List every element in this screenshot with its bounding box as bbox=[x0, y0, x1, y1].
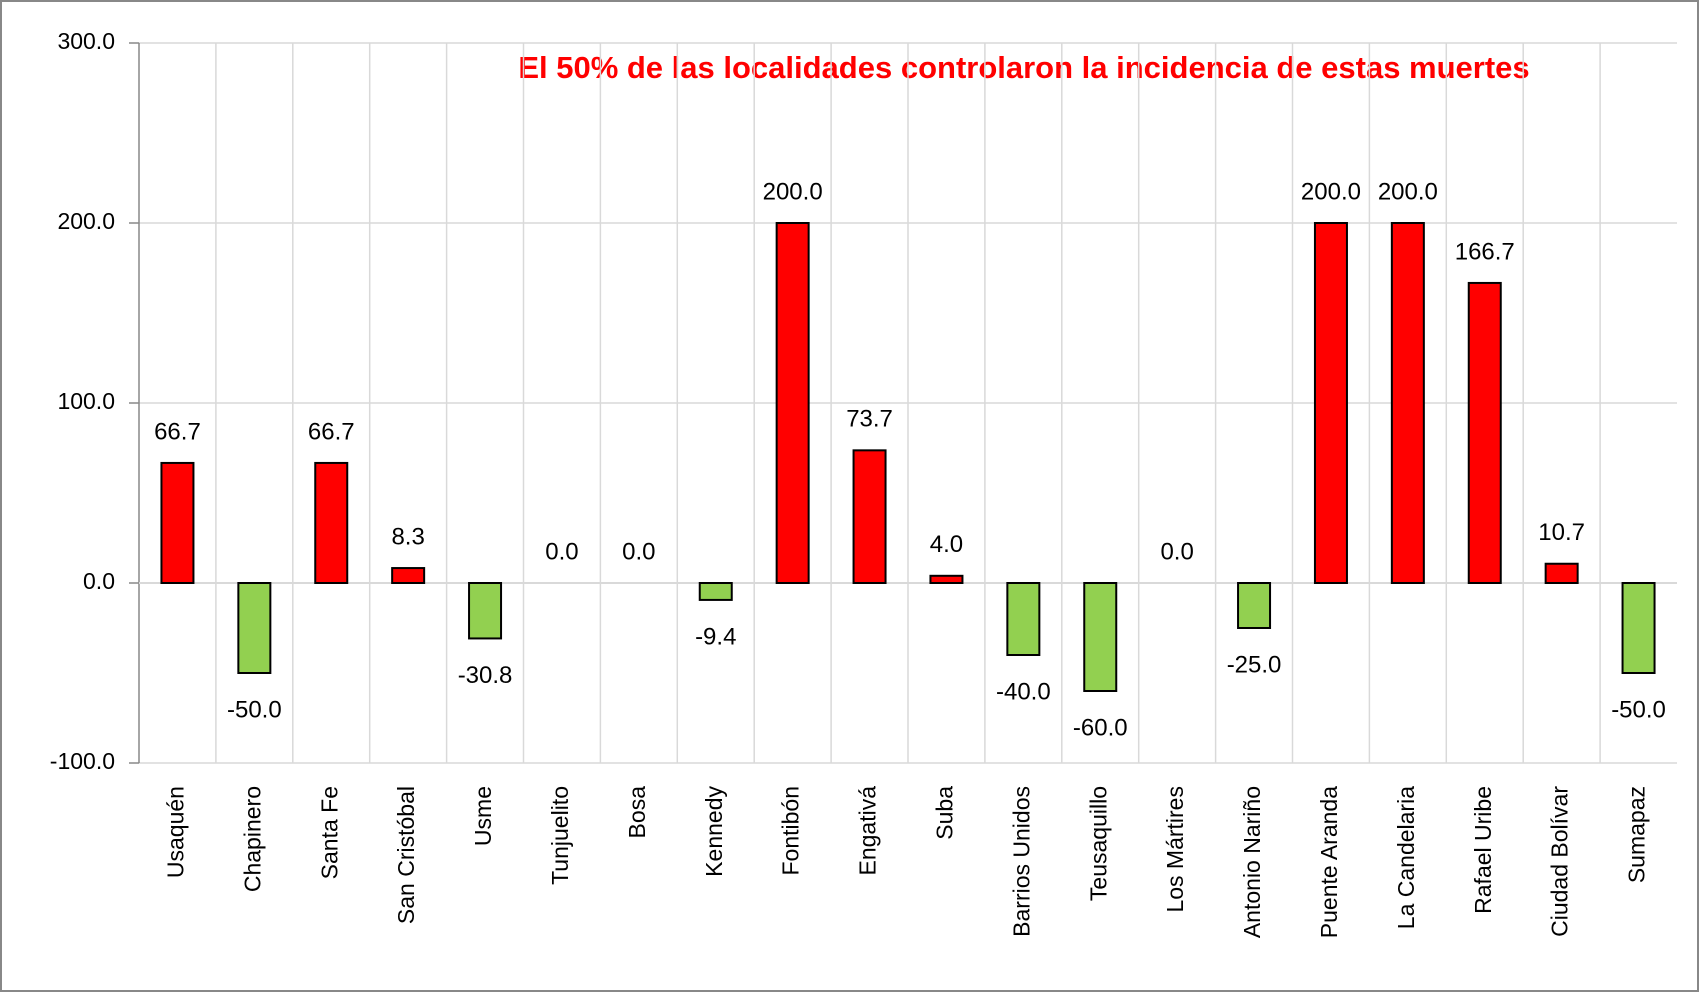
x-tick-label: Suba bbox=[932, 786, 958, 840]
x-tick-label: Fontibón bbox=[778, 786, 804, 876]
x-tick-label: La Candelaria bbox=[1393, 786, 1419, 929]
bar bbox=[1083, 582, 1118, 692]
x-tick-label: Kennedy bbox=[701, 786, 727, 877]
x-tick-label: Usaquén bbox=[163, 786, 189, 878]
data-label: 200.0 bbox=[1301, 178, 1361, 205]
x-tick-label: Barrios Unidos bbox=[1008, 786, 1034, 937]
bar bbox=[1544, 562, 1579, 584]
bar bbox=[1313, 222, 1348, 584]
bar bbox=[698, 582, 733, 601]
bar bbox=[468, 582, 503, 640]
y-tick-label: 300.0 bbox=[57, 28, 115, 54]
data-label: 0.0 bbox=[622, 538, 655, 565]
data-label: 73.7 bbox=[846, 406, 893, 433]
x-tick-label: San Cristóbal bbox=[393, 786, 419, 924]
bar bbox=[1467, 281, 1502, 584]
y-tick-label: -100.0 bbox=[50, 748, 115, 774]
data-label: 10.7 bbox=[1538, 519, 1585, 546]
data-label: -40.0 bbox=[996, 678, 1051, 705]
data-label: -50.0 bbox=[227, 696, 282, 723]
x-tick-label: Los Mártires bbox=[1162, 786, 1188, 913]
data-label: 66.7 bbox=[154, 418, 201, 445]
data-label: -50.0 bbox=[1611, 696, 1666, 723]
data-label: -60.0 bbox=[1073, 714, 1128, 741]
data-label: 200.0 bbox=[1378, 178, 1438, 205]
data-label: 0.0 bbox=[1160, 538, 1193, 565]
data-label: 66.7 bbox=[308, 418, 355, 445]
data-label: 166.7 bbox=[1455, 238, 1515, 265]
x-tick-label: Teusaquillo bbox=[1085, 786, 1111, 901]
bar bbox=[160, 461, 195, 584]
bar bbox=[314, 461, 349, 584]
x-tick-label: Ciudad Bolívar bbox=[1547, 786, 1573, 937]
data-label: -30.8 bbox=[458, 662, 513, 689]
bar bbox=[1237, 582, 1272, 629]
x-tick-label: Chapinero bbox=[239, 786, 265, 892]
y-tick-label: 100.0 bbox=[57, 388, 115, 414]
x-tick-label: Tunjuelito bbox=[547, 786, 573, 885]
x-tick-label: Usme bbox=[470, 786, 496, 846]
data-label: 0.0 bbox=[545, 538, 578, 565]
y-tick-label: 0.0 bbox=[83, 568, 115, 594]
x-tick-label: Puente Aranda bbox=[1316, 786, 1342, 938]
bar bbox=[391, 567, 426, 584]
y-tick-label: 200.0 bbox=[57, 208, 115, 234]
bar bbox=[1006, 582, 1041, 656]
x-tick-label: Antonio Nariño bbox=[1239, 786, 1265, 938]
x-tick-label: Engativá bbox=[855, 786, 881, 876]
data-label: -25.0 bbox=[1227, 651, 1282, 678]
bar bbox=[852, 449, 887, 584]
data-label: -9.4 bbox=[695, 623, 736, 650]
bar bbox=[1390, 222, 1425, 584]
data-label: 8.3 bbox=[391, 523, 424, 550]
x-tick-label: Rafael Uribe bbox=[1470, 786, 1496, 914]
annotation: El 50% de las localidades controlaron la… bbox=[518, 50, 1529, 85]
bar bbox=[237, 582, 272, 674]
bar bbox=[1621, 582, 1656, 674]
x-tick-label: Sumapaz bbox=[1624, 786, 1650, 883]
bar bbox=[775, 222, 810, 584]
x-tick-label: Santa Fe bbox=[316, 786, 342, 879]
data-label: 200.0 bbox=[763, 178, 823, 205]
data-label: 4.0 bbox=[930, 531, 963, 558]
bar bbox=[929, 574, 964, 584]
x-tick-label: Bosa bbox=[624, 786, 650, 839]
